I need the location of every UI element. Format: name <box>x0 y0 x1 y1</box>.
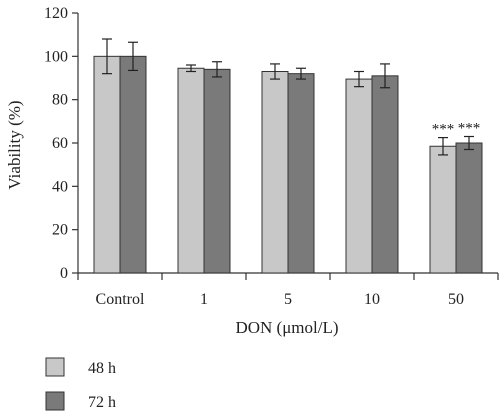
significance-label: *** <box>432 122 455 138</box>
y-tick-label: 60 <box>52 135 68 152</box>
bar <box>371 75 399 274</box>
y-tick-label: 40 <box>52 178 68 195</box>
x-tick-label: 5 <box>284 291 292 308</box>
bar <box>455 142 483 274</box>
x-tick-label: 10 <box>364 291 380 308</box>
bar <box>93 55 121 274</box>
legend-label: 72 h <box>88 394 116 411</box>
legend: 48 h 72 h <box>45 357 116 411</box>
y-tick-label: 120 <box>44 5 68 22</box>
y-tick-label: 80 <box>52 92 68 109</box>
x-tick-label: 1 <box>200 291 208 308</box>
bar <box>287 73 315 274</box>
y-axis-title: Viability (%) <box>5 100 24 189</box>
bar <box>119 55 147 274</box>
legend-swatch <box>45 391 65 411</box>
x-tick-label: 50 <box>448 291 464 308</box>
legend-label: 48 h <box>88 360 116 377</box>
x-axis-title: DON (μmol/L) <box>235 318 338 337</box>
bar <box>429 145 457 274</box>
bar <box>261 71 289 274</box>
y-tick-label: 0 <box>60 265 68 282</box>
legend-swatch <box>45 357 65 377</box>
significance-label: *** <box>458 121 481 137</box>
y-tick-label: 20 <box>52 222 68 239</box>
x-tick-label: Control <box>96 291 145 308</box>
bar <box>345 78 373 274</box>
bar <box>203 68 231 274</box>
bar <box>177 67 205 274</box>
plot-area: 0 20 40 60 80 100 120 Control 1 5 10 50 *** *** <box>44 5 499 308</box>
y-tick-label: 100 <box>44 48 68 65</box>
